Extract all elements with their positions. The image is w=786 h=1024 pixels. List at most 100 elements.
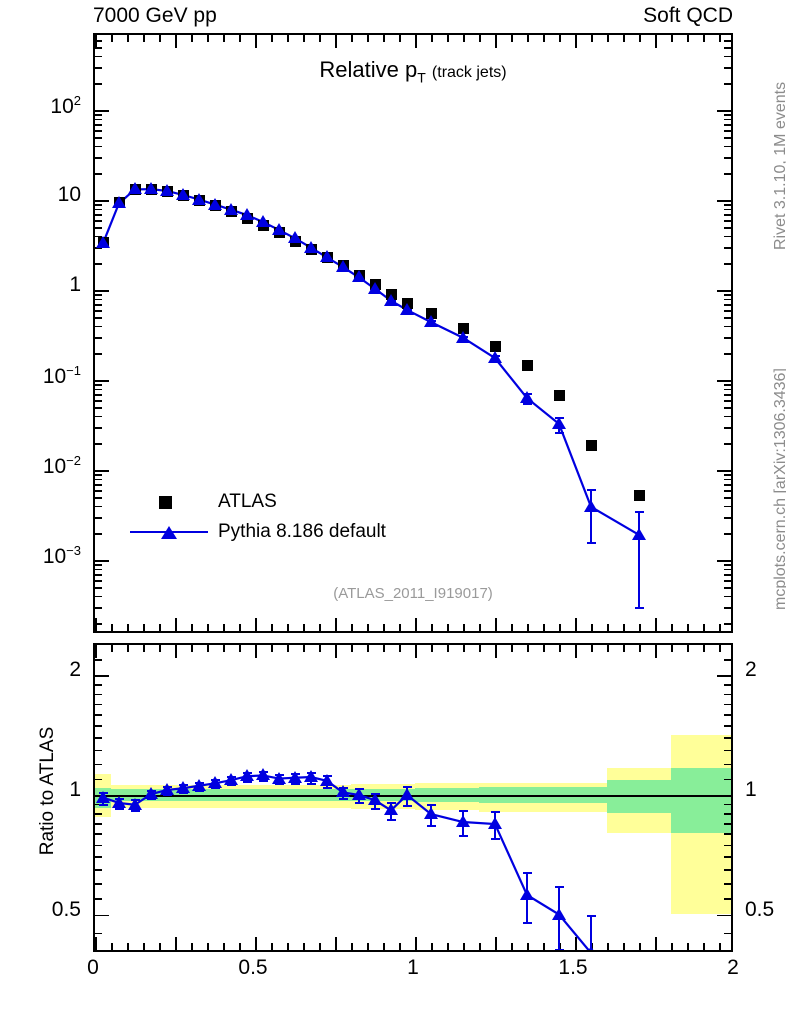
axis-tick	[223, 943, 225, 950]
axis-tick	[575, 35, 577, 48]
axis-tick	[431, 645, 433, 652]
legend-item-atlas[interactable]: ATLAS	[130, 487, 386, 517]
axis-tick	[95, 823, 102, 825]
axis-tick	[724, 399, 731, 402]
ratio-point-marker	[368, 793, 382, 806]
axis-tick	[655, 645, 657, 658]
axis-tick	[95, 684, 102, 686]
axis-tick	[724, 622, 731, 625]
axis-tick	[687, 943, 689, 950]
axis-tick	[591, 35, 593, 42]
axis-tick	[399, 645, 401, 652]
axis-tick	[479, 943, 481, 950]
axis-tick	[724, 517, 731, 519]
axis-tick	[95, 869, 102, 871]
ratio-y-axis-tick-label: 0.5	[51, 897, 81, 921]
axis-tick	[724, 114, 731, 116]
axis-tick	[591, 645, 593, 652]
axis-tick	[239, 943, 241, 950]
axis-tick	[511, 943, 513, 950]
axis-tick	[399, 35, 401, 42]
header-right-label: Soft QCD	[643, 4, 733, 27]
axis-tick	[724, 145, 731, 148]
y-axis-tick-label: 102	[50, 93, 81, 118]
axis-tick	[95, 833, 102, 836]
axis-tick	[383, 943, 385, 950]
axis-tick	[367, 35, 369, 42]
axis-tick	[717, 470, 731, 472]
axis-tick	[95, 317, 102, 319]
mc-point-marker	[224, 202, 238, 215]
ratio-error-bar	[590, 914, 592, 950]
axis-tick	[95, 82, 102, 85]
legend-item-pythia[interactable]: Pythia 8.186 default	[130, 517, 386, 547]
axis-tick	[724, 823, 731, 825]
axis-tick	[95, 227, 102, 229]
legend-label-atlas: ATLAS	[218, 491, 277, 512]
axis-tick	[724, 932, 731, 935]
ratio-point-marker	[208, 776, 222, 789]
axis-tick	[143, 943, 145, 950]
axis-tick	[95, 497, 102, 499]
axis-tick	[111, 35, 113, 42]
axis-tick	[95, 560, 109, 562]
axis-tick	[351, 624, 353, 631]
axis-tick	[724, 137, 731, 139]
y-axis-tick-label: 10−2	[42, 453, 81, 478]
ratio-error-cap	[114, 808, 124, 811]
mc-error-cap	[634, 607, 644, 610]
axis-tick	[95, 778, 102, 781]
axis-tick	[671, 645, 673, 652]
axis-tick	[719, 645, 721, 652]
page-title: Relative pT (track jets)	[93, 57, 733, 85]
axis-tick	[724, 803, 731, 806]
axis-tick	[495, 937, 497, 950]
axis-tick	[724, 352, 731, 355]
axis-tick	[559, 645, 561, 652]
axis-tick	[724, 595, 731, 598]
axis-tick	[724, 607, 731, 609]
axis-tick	[95, 618, 97, 631]
ratio-error-cap	[194, 789, 204, 792]
axis-tick	[724, 407, 731, 409]
axis-tick	[95, 844, 102, 847]
axis-tick	[724, 129, 731, 132]
ratio-error-cap	[274, 783, 284, 786]
axis-tick	[623, 645, 625, 652]
axis-tick	[717, 110, 731, 112]
axis-tick	[724, 393, 731, 396]
axis-tick	[191, 624, 193, 631]
axis-tick	[671, 624, 673, 631]
ratio-point-marker	[304, 770, 318, 782]
axis-tick	[95, 478, 102, 481]
axis-tick	[95, 145, 102, 148]
axis-tick	[255, 645, 257, 658]
mc-error-cap	[586, 541, 596, 544]
axis-tick	[159, 35, 161, 42]
ratio-error-cap	[554, 885, 564, 888]
axis-tick	[724, 725, 731, 727]
axis-tick	[724, 579, 731, 582]
axis-tick	[95, 675, 109, 678]
ratio-point-marker	[456, 815, 470, 827]
axis-tick	[95, 290, 109, 292]
axis-tick	[724, 204, 731, 206]
axis-tick	[271, 624, 273, 631]
axis-tick	[191, 35, 193, 42]
ratio-error-cap	[210, 787, 220, 790]
axis-tick	[724, 219, 731, 222]
axis-tick	[399, 943, 401, 950]
axis-tick	[95, 427, 102, 429]
mc-point-marker	[368, 281, 382, 294]
mc-point-marker	[272, 222, 286, 235]
axis-tick	[717, 675, 731, 678]
title-main: Relative p	[319, 57, 418, 82]
data-point-marker	[553, 389, 565, 401]
ratio-point-marker	[352, 788, 366, 800]
mc-point-marker	[160, 183, 174, 196]
axis-tick	[95, 595, 102, 598]
axis-tick	[287, 943, 289, 950]
axis-tick	[143, 624, 145, 631]
axis-tick	[223, 624, 225, 631]
x-axis-tick-label: 0.5	[238, 956, 268, 979]
